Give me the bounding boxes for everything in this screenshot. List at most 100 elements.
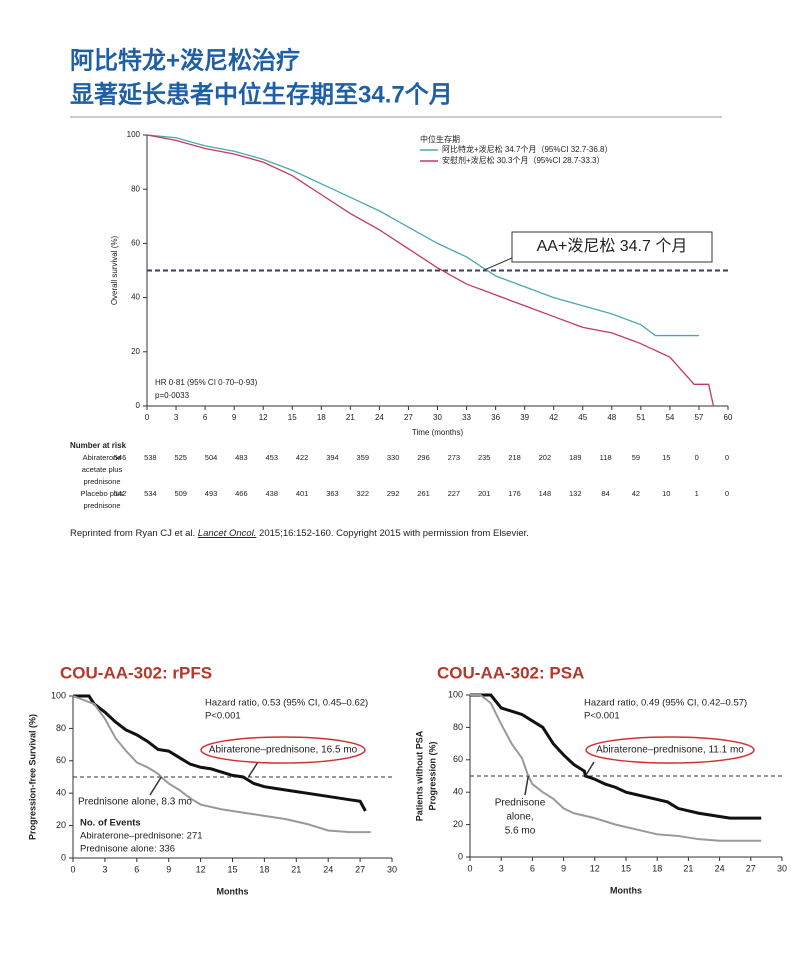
- x-tick-label: 18: [652, 863, 662, 873]
- y-tick-label: 20: [453, 819, 463, 829]
- y-tick-label: 40: [453, 787, 463, 797]
- chart-title: COU-AA-302: rPFS: [60, 663, 212, 682]
- at-risk-value: 466: [235, 489, 248, 498]
- at-risk-value: 218: [508, 453, 521, 462]
- annotation: Abiraterone–prednisone, 16.5 mo: [209, 745, 358, 756]
- x-tick-label: 9: [232, 413, 237, 422]
- x-tick-label: 60: [724, 413, 733, 422]
- y-tick-label: 40: [56, 788, 66, 798]
- x-tick-label: 0: [467, 863, 472, 873]
- annotation: alone,: [506, 812, 533, 823]
- x-tick-label: 3: [174, 413, 179, 422]
- y-tick-label: 80: [453, 722, 463, 732]
- annotation: Prednisone alone, 8.3 mo: [78, 797, 192, 808]
- y-tick-label: 20: [56, 820, 66, 830]
- x-tick-label: 24: [715, 863, 725, 873]
- at-risk-value: 189: [569, 453, 582, 462]
- at-risk-value: 296: [417, 453, 430, 462]
- at-risk-label: prednisone: [83, 477, 120, 486]
- annotation: AA+泼尼松 34.7 个月: [537, 237, 688, 255]
- at-risk-value: 0: [725, 489, 729, 498]
- at-risk-value: 235: [478, 453, 491, 462]
- y-tick-label: 0: [136, 401, 141, 410]
- y-tick-label: 60: [453, 754, 463, 764]
- annotation-box: [511, 231, 713, 263]
- at-risk-value: 261: [417, 489, 430, 498]
- at-risk-value: 401: [296, 489, 309, 498]
- y-tick-label: 80: [131, 184, 140, 193]
- x-tick-label: 27: [355, 864, 365, 874]
- x-tick-label: 33: [462, 413, 471, 422]
- x-tick-label: 51: [636, 413, 645, 422]
- y-tick-label: 60: [131, 239, 140, 248]
- y-tick-label: 60: [56, 755, 66, 765]
- chart-title: COU-AA-302: PSA: [437, 663, 584, 682]
- note: HR 0·81 (95% CI 0·70–0·93): [155, 378, 258, 387]
- note: Hazard ratio, 0.49 (95% CI, 0.42–0.57): [584, 698, 747, 709]
- x-tick-label: 12: [590, 863, 600, 873]
- note: p=0·0033: [155, 391, 190, 400]
- x-tick-label: 12: [259, 413, 268, 422]
- annotation-arrow: [524, 775, 529, 796]
- x-tick-label: 27: [404, 413, 413, 422]
- x-tick-label: 27: [746, 863, 756, 873]
- x-tick-label: 30: [433, 413, 442, 422]
- note: P<0.001: [205, 711, 241, 722]
- annotation-arrow: [149, 776, 162, 796]
- x-axis-label: Months: [217, 886, 249, 896]
- x-axis-label: Time (months): [412, 428, 464, 437]
- x-tick-label: 9: [166, 864, 171, 874]
- survival-curve: [73, 694, 367, 812]
- x-tick-label: 30: [387, 864, 397, 874]
- at-risk-value: 1: [695, 489, 699, 498]
- x-axis-label: Months: [610, 885, 642, 895]
- at-risk-value: 359: [357, 453, 370, 462]
- x-tick-label: 48: [607, 413, 616, 422]
- note: Abiraterone–prednisone: 271: [80, 831, 203, 842]
- x-tick-label: 12: [196, 864, 206, 874]
- at-risk-value: 483: [235, 453, 248, 462]
- at-risk-value: 84: [601, 489, 609, 498]
- note: No. of Events: [80, 818, 141, 829]
- annotation: Abiraterone–prednisone, 11.1 mo: [596, 745, 744, 756]
- at-risk-value: 201: [478, 489, 491, 498]
- at-risk-value: 546: [114, 453, 127, 462]
- at-risk-label: Placebo plus: [81, 489, 124, 498]
- x-tick-label: 6: [134, 864, 139, 874]
- note: P<0.001: [584, 711, 620, 722]
- at-risk-value: 59: [632, 453, 640, 462]
- at-risk-title: Number at risk: [70, 441, 127, 450]
- at-risk-value: 525: [174, 453, 187, 462]
- citation: Reprinted from Ryan CJ et al. Lancet Onc…: [70, 528, 529, 539]
- x-tick-label: 45: [578, 413, 587, 422]
- legend-title: 中位生存期: [420, 134, 460, 144]
- at-risk-value: 322: [357, 489, 370, 498]
- annotation-arrow: [482, 257, 513, 271]
- at-risk-value: 330: [387, 453, 400, 462]
- at-risk-value: 292: [387, 489, 400, 498]
- y-tick-label: 40: [131, 293, 140, 302]
- legend-label: 安慰剂+泼尼松 30.3个月（95%CI 28.7-33.3）: [442, 155, 605, 165]
- note: Prednisone alone: 336: [80, 844, 175, 855]
- annotation-highlight: [200, 736, 366, 764]
- annotation: Prednisone: [495, 798, 546, 809]
- at-risk-value: 273: [448, 453, 461, 462]
- y-tick-label: 100: [127, 130, 141, 139]
- x-tick-label: 42: [549, 413, 558, 422]
- at-risk-value: 202: [539, 453, 552, 462]
- y-axis-label: Progression-free Survival (%): [27, 714, 37, 840]
- x-tick-label: 9: [561, 863, 566, 873]
- x-tick-label: 30: [777, 863, 787, 873]
- at-risk-value: 422: [296, 453, 309, 462]
- at-risk-label: acetate plus: [82, 465, 123, 474]
- annotation-arrow: [247, 761, 259, 778]
- x-tick-label: 57: [694, 413, 703, 422]
- at-risk-value: 538: [144, 453, 157, 462]
- citation-text: Reprinted from Ryan CJ et al.: [70, 528, 198, 539]
- x-tick-label: 0: [70, 864, 75, 874]
- x-tick-label: 21: [346, 413, 355, 422]
- at-risk-value: 542: [114, 489, 127, 498]
- citation-text: 2015;16:152-160. Copyright 2015 with per…: [256, 528, 528, 539]
